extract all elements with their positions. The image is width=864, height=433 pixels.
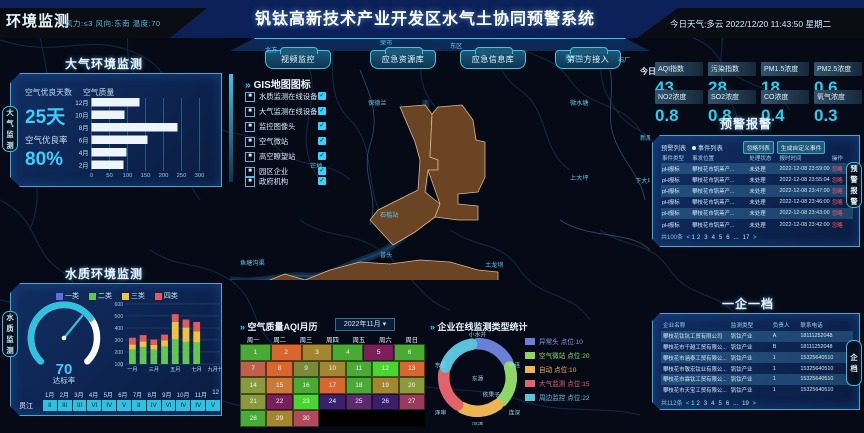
svg-text:东区: 东区 — [435, 361, 447, 369]
svg-text:300: 300 — [115, 338, 124, 344]
svg-text:五月: 五月 — [170, 366, 180, 373]
svg-text:芒地: 芒地 — [310, 162, 322, 170]
svg-text:6月: 6月 — [79, 137, 89, 145]
svg-text:北方: 北方 — [265, 46, 277, 54]
svg-text:连深: 连深 — [509, 408, 521, 416]
svg-text:石槛站: 石槛站 — [380, 211, 399, 219]
svg-text:泽审: 泽审 — [435, 408, 447, 416]
svg-text:逐连: 逐连 — [509, 361, 521, 369]
svg-text:400: 400 — [115, 326, 124, 332]
svg-text:河道: 河道 — [472, 421, 484, 425]
svg-text:小水井: 小水井 — [469, 330, 487, 338]
svg-text:普头: 普头 — [380, 251, 392, 259]
svg-text:200: 200 — [159, 173, 169, 178]
svg-text:三月: 三月 — [149, 366, 159, 373]
svg-text:下大坪: 下大坪 — [635, 177, 650, 185]
svg-text:150: 150 — [141, 173, 151, 178]
svg-text:300: 300 — [195, 173, 205, 178]
svg-text:600: 600 — [115, 302, 124, 308]
svg-text:50: 50 — [106, 173, 112, 178]
svg-text:保德兰: 保德兰 — [368, 99, 387, 107]
svg-text:0: 0 — [90, 173, 93, 178]
svg-text:土龙坝: 土龙坝 — [485, 261, 504, 269]
svg-text:东区: 东区 — [450, 42, 462, 50]
svg-text:200: 200 — [115, 350, 124, 356]
svg-text:250: 250 — [177, 173, 187, 178]
svg-text:东源: 东源 — [472, 375, 484, 383]
svg-text:8月: 8月 — [79, 124, 89, 132]
svg-text:鱼塘沟渠: 鱼塘沟渠 — [240, 259, 265, 267]
svg-text:一月: 一月 — [127, 366, 137, 373]
svg-text:100: 100 — [123, 173, 133, 178]
svg-text:12月: 12月 — [75, 99, 88, 107]
svg-text:4月: 4月 — [79, 149, 89, 157]
svg-text:石厂: 石厂 — [618, 57, 630, 64]
svg-text:10月: 10月 — [75, 112, 88, 120]
svg-text:500: 500 — [115, 314, 124, 320]
svg-text:依果子: 依果子 — [483, 391, 501, 399]
svg-text:上大坪: 上大坪 — [570, 174, 589, 182]
svg-text:新原号: 新原号 — [640, 134, 650, 142]
svg-text:七月: 七月 — [192, 365, 202, 373]
svg-text:黑河站: 黑河站 — [565, 54, 584, 62]
svg-text:微水塘: 微水塘 — [570, 99, 589, 107]
svg-text:荣市: 荣市 — [380, 40, 392, 47]
svg-text:2月: 2月 — [79, 162, 89, 170]
svg-text:0: 0 — [120, 363, 123, 369]
